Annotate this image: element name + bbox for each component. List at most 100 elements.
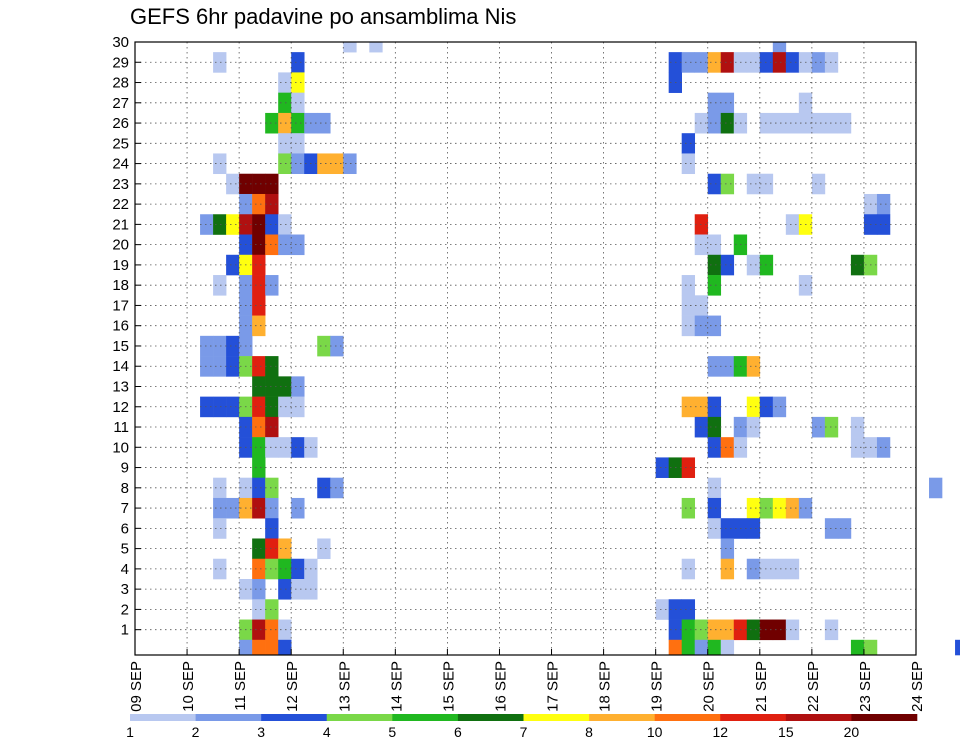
heatmap-cell: [811, 173, 826, 195]
grid-lines: [135, 41, 916, 655]
heatmap-cell: [252, 639, 266, 656]
heatmap-cell: [707, 52, 722, 73]
heatmap-cell: [772, 42, 787, 53]
heatmap-cell: [837, 518, 852, 539]
heatmap-cell: [746, 396, 761, 418]
heatmap-cell: [291, 112, 305, 134]
legend-swatch: [523, 714, 590, 721]
heatmap-cell: [317, 538, 331, 560]
x-axis: 09 SEP 10 SEP 11 SEP 12 SEP 13 SEP 14 SEP 15 S…: [128, 649, 926, 712]
heatmap-cell: [226, 335, 240, 357]
heatmap-cell: [317, 335, 331, 357]
heatmap-cell: [681, 295, 696, 316]
heatmap-cell: [239, 639, 253, 656]
heatmap-cell: [252, 558, 266, 580]
heatmap-cell: [291, 133, 305, 154]
heatmap-cell: [252, 599, 266, 620]
heatmap-cell: [226, 254, 240, 276]
heatmap-cell: [746, 518, 761, 539]
heatmap-cell: [265, 599, 279, 620]
heatmap-cell: [746, 254, 761, 276]
y-tick-label: 10: [112, 439, 129, 456]
heatmap-cell: [213, 477, 227, 499]
heatmap-cell: [291, 52, 305, 73]
y-tick-label: 28: [112, 75, 129, 92]
y-tick-label: 2: [121, 601, 129, 618]
heatmap-cell: [955, 639, 960, 656]
heatmap-cell: [265, 376, 279, 397]
heatmap-cell: [265, 356, 279, 377]
heatmap-cell: [707, 275, 722, 296]
heatmap-cell: [720, 619, 735, 641]
heatmap-cell: [720, 173, 735, 195]
x-tick-label: 21 SEP: [753, 661, 770, 712]
heatmap-cell: [265, 639, 279, 656]
heatmap-cell: [707, 477, 722, 499]
heatmap-cell: [252, 457, 266, 478]
heatmap-cell: [863, 639, 878, 656]
heatmap-cell: [265, 214, 279, 235]
heatmap-cell: [291, 579, 305, 600]
heatmap-cell: [746, 558, 761, 580]
x-tick-label: 12 SEP: [284, 661, 301, 712]
plot-frame: [134, 41, 917, 656]
y-tick-label: 6: [121, 520, 129, 537]
heatmap-cell: [772, 558, 787, 580]
y-tick-label: 14: [112, 358, 129, 375]
heatmap-cell: [291, 234, 305, 256]
x-tick-label: 20 SEP: [701, 661, 718, 712]
x-tick-label: 18 SEP: [597, 661, 614, 712]
y-tick-label: 17: [112, 297, 129, 314]
legend-label: 4: [323, 724, 331, 740]
heatmap-cell: [720, 112, 735, 134]
legend-label: 15: [778, 724, 794, 740]
heatmap-cell: [330, 335, 344, 357]
y-tick-label: 26: [112, 115, 129, 132]
heatmap-cell: [278, 112, 292, 134]
heatmap-cell: [824, 416, 839, 438]
heatmap-cell: [772, 396, 787, 418]
heatmap-cell: [681, 599, 696, 620]
heatmap-cell: [265, 619, 279, 641]
heatmap-cell: [291, 92, 305, 114]
legend-swatch: [326, 714, 393, 721]
y-tick-label: 24: [112, 156, 129, 173]
x-tick-label: 22 SEP: [805, 661, 822, 712]
heatmap-cell: [265, 538, 279, 560]
heatmap-cell: [850, 639, 865, 656]
heatmap-cell: [720, 52, 735, 73]
heatmap-cell: [707, 112, 722, 134]
x-tick-label: 16 SEP: [493, 661, 510, 712]
heatmap-cell: [252, 396, 266, 418]
heatmap-cell: [252, 214, 266, 235]
heatmap-cell: [213, 335, 227, 357]
heatmap-cell: [785, 214, 800, 235]
heatmap-cell: [252, 579, 266, 600]
heatmap-cell: [746, 52, 761, 73]
heatmap-cell: [824, 52, 839, 73]
heatmap-cell: [200, 396, 214, 418]
heatmap-cell: [252, 173, 266, 195]
legend-label: 3: [257, 724, 265, 740]
heatmap-cell: [278, 579, 292, 600]
y-tick-label: 9: [121, 460, 129, 477]
heatmap-cell: [772, 619, 787, 641]
heatmap-cell: [213, 356, 227, 377]
legend-swatch: [654, 714, 721, 721]
y-axis: 1234567891011121314151617181920212223242…: [112, 34, 141, 639]
heatmap-cell: [252, 356, 266, 377]
heatmap-cell: [278, 437, 292, 458]
heatmap-cell: [330, 153, 344, 175]
heatmap-cell: [655, 457, 669, 478]
heatmap-cell: [681, 619, 696, 641]
heatmap-cell: [265, 234, 279, 256]
heatmap-cell: [226, 214, 240, 235]
legend-swatch: [720, 714, 787, 721]
heatmap-cell: [707, 356, 722, 377]
heatmap-cell: [317, 477, 331, 499]
legend-label: 10: [647, 724, 663, 740]
heatmap-cell: [707, 416, 722, 438]
heatmap-cell: [265, 437, 279, 458]
heatmap-cell: [213, 275, 227, 296]
heatmap-cell: [681, 315, 696, 337]
